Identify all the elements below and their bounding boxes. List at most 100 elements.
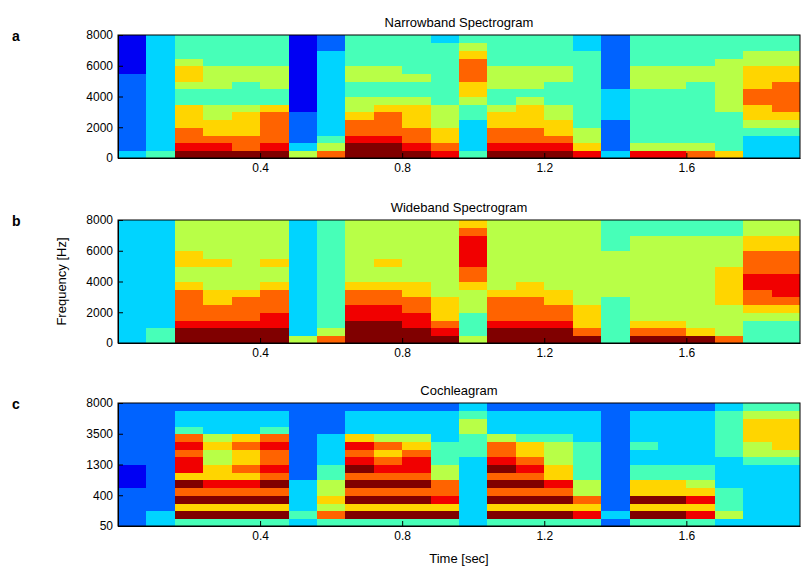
cell xyxy=(118,89,147,97)
cell xyxy=(573,89,602,97)
cell xyxy=(345,503,374,511)
cell xyxy=(544,97,573,105)
cell xyxy=(601,66,630,74)
cell xyxy=(402,320,431,328)
cell xyxy=(203,282,232,290)
cell xyxy=(601,143,630,151)
cell xyxy=(175,43,204,51)
tick-mark xyxy=(118,220,123,221)
cell xyxy=(658,35,687,43)
cell xyxy=(715,472,744,480)
cell xyxy=(345,143,374,151)
cell xyxy=(715,43,744,51)
cell xyxy=(203,418,232,426)
cell xyxy=(487,220,516,228)
cell xyxy=(402,266,431,274)
cell xyxy=(260,449,289,457)
cell xyxy=(459,112,488,120)
cell xyxy=(175,220,204,228)
cell xyxy=(431,81,460,89)
cell xyxy=(203,35,232,43)
tick-mark xyxy=(118,282,123,283)
cell xyxy=(232,441,261,449)
cell xyxy=(345,320,374,328)
cell xyxy=(487,320,516,328)
cell xyxy=(459,335,488,343)
cell xyxy=(431,457,460,465)
cell xyxy=(573,312,602,320)
cell xyxy=(544,220,573,228)
cell xyxy=(715,251,744,259)
cell xyxy=(715,58,744,66)
cell xyxy=(601,135,630,143)
cell xyxy=(487,488,516,496)
cell xyxy=(289,73,318,81)
panel-letter: b xyxy=(12,213,21,229)
cell xyxy=(402,135,431,143)
cell xyxy=(203,89,232,97)
cell xyxy=(573,434,602,442)
cell xyxy=(232,81,261,89)
cell xyxy=(431,150,460,158)
cell xyxy=(601,411,630,419)
cell xyxy=(516,251,545,259)
cell xyxy=(175,81,204,89)
cell xyxy=(544,488,573,496)
cell xyxy=(345,411,374,419)
cell xyxy=(175,266,204,274)
cell xyxy=(374,266,403,274)
cell xyxy=(601,297,630,305)
cell xyxy=(544,449,573,457)
cell xyxy=(232,274,261,282)
cell xyxy=(203,457,232,465)
cell xyxy=(544,143,573,151)
cell xyxy=(203,289,232,297)
cell xyxy=(658,472,687,480)
cell xyxy=(630,258,659,266)
panel: 0.40.81.21.602000400060008000Wideband Sp… xyxy=(12,200,801,360)
cell xyxy=(658,403,687,411)
cell xyxy=(516,411,545,419)
cell xyxy=(601,81,630,89)
cell xyxy=(686,289,715,297)
cell xyxy=(431,89,460,97)
cell xyxy=(289,465,318,473)
cell xyxy=(743,135,772,143)
cell xyxy=(146,457,175,465)
cell xyxy=(374,120,403,128)
cell xyxy=(573,104,602,112)
tick: 0.8 xyxy=(394,338,411,360)
cell xyxy=(118,104,147,112)
cell xyxy=(544,320,573,328)
cell xyxy=(260,434,289,442)
cell xyxy=(289,235,318,243)
cell xyxy=(459,282,488,290)
cell xyxy=(289,274,318,282)
cell xyxy=(260,258,289,266)
cell xyxy=(232,472,261,480)
tick-label: 0 xyxy=(106,336,113,350)
cell xyxy=(459,89,488,97)
tick-label: 8000 xyxy=(86,28,113,42)
cell xyxy=(374,426,403,434)
cell xyxy=(317,135,346,143)
cell xyxy=(146,426,175,434)
cell xyxy=(374,289,403,297)
cell xyxy=(686,135,715,143)
cell xyxy=(601,282,630,290)
cell xyxy=(232,50,261,58)
cell xyxy=(175,135,204,143)
cell xyxy=(630,434,659,442)
cell xyxy=(402,335,431,343)
cell xyxy=(715,418,744,426)
cell xyxy=(203,127,232,135)
cell xyxy=(260,335,289,343)
cell xyxy=(772,127,800,135)
cell xyxy=(317,112,346,120)
cell xyxy=(743,258,772,266)
cell xyxy=(431,418,460,426)
cell xyxy=(317,480,346,488)
cell xyxy=(573,495,602,503)
cell xyxy=(630,418,659,426)
tick: 0.4 xyxy=(252,153,269,175)
